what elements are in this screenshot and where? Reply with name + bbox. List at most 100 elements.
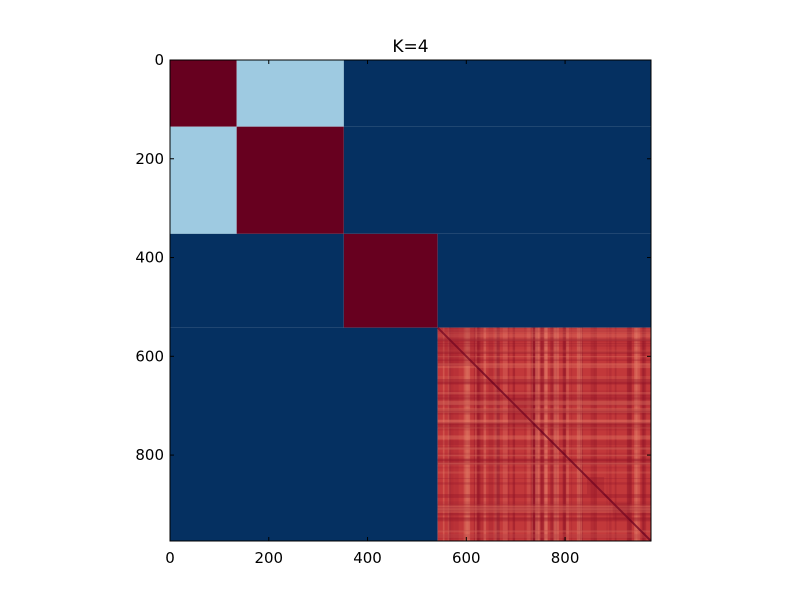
texture-stripe-v bbox=[464, 327, 469, 541]
texture-stripe-v bbox=[488, 327, 494, 541]
texture-stripe-h bbox=[437, 359, 651, 362]
texture-stripe-h bbox=[437, 459, 651, 462]
texture-stripe-v bbox=[454, 327, 459, 541]
y-tick-label: 400 bbox=[135, 249, 164, 267]
x-tick-label: 0 bbox=[165, 549, 175, 567]
texture-stripe-v bbox=[642, 327, 647, 541]
texture-stripe-v bbox=[477, 327, 480, 541]
texture-stripe-v bbox=[496, 327, 499, 541]
texture-stripe-v bbox=[641, 327, 644, 541]
heatmap-block-7 bbox=[343, 233, 438, 328]
texture-stripe-h bbox=[437, 338, 651, 341]
heatmap-block-8 bbox=[437, 233, 651, 328]
heatmap-block-2 bbox=[343, 60, 651, 127]
texture-stripe-v bbox=[448, 327, 452, 541]
texture-stripe-v bbox=[464, 327, 469, 541]
texture-stripe-v bbox=[480, 327, 484, 541]
x-tick-label: 800 bbox=[551, 549, 580, 567]
texture-stripe-v bbox=[533, 327, 538, 541]
texture-stripe-v bbox=[541, 327, 544, 541]
texture-subblock bbox=[437, 327, 477, 367]
texture-stripe-v bbox=[566, 327, 569, 541]
texture-stripe-h bbox=[437, 330, 651, 333]
texture-stripe-v bbox=[552, 327, 557, 541]
texture-stripe-h bbox=[437, 517, 651, 522]
texture-subblock bbox=[508, 398, 534, 424]
texture-stripe-h bbox=[437, 462, 651, 465]
texture-stripe-h bbox=[437, 435, 651, 440]
heatmap-block-1 bbox=[236, 60, 344, 127]
texture-stripe-v bbox=[642, 327, 646, 541]
texture-stripe-v bbox=[476, 327, 481, 541]
texture-stripe-v bbox=[635, 327, 640, 541]
texture-stripe-v bbox=[577, 327, 580, 541]
texture-stripe-v bbox=[474, 327, 479, 541]
texture-stripe-h bbox=[437, 394, 651, 399]
y-tick-label: 200 bbox=[135, 150, 164, 168]
texture-stripe-h bbox=[437, 533, 651, 538]
texture-stripe-v bbox=[495, 327, 500, 541]
texture-stripe-v bbox=[502, 327, 508, 541]
texture-stripe-h bbox=[437, 391, 651, 395]
texture-stripe-h bbox=[437, 427, 651, 431]
texture-stripe-v bbox=[466, 327, 471, 541]
texture-stripe-h bbox=[437, 447, 651, 450]
texture-stripe-v bbox=[494, 327, 500, 541]
texture-stripe-v bbox=[466, 327, 469, 541]
texture-stripe-h bbox=[437, 408, 651, 411]
texture-stripe-h bbox=[437, 534, 651, 539]
texture-stripe-h bbox=[437, 503, 651, 508]
texture-stripe-h bbox=[437, 423, 651, 429]
y-tick-label: 600 bbox=[135, 347, 164, 365]
texture-stripe-h bbox=[437, 426, 651, 429]
texture-stripe-v bbox=[576, 327, 580, 541]
texture-stripe-v bbox=[590, 327, 595, 541]
texture-stripe-h bbox=[437, 331, 651, 335]
heatmap-block-3 bbox=[170, 126, 237, 234]
texture-stripe-v bbox=[442, 327, 445, 541]
diagonal-line bbox=[436, 326, 652, 542]
heatmap-block-0 bbox=[170, 60, 237, 127]
texture-stripe-h bbox=[437, 379, 651, 383]
texture-stripe-v bbox=[554, 327, 557, 541]
texture-stripe-v bbox=[535, 327, 541, 541]
texture-stripe-v bbox=[475, 327, 477, 541]
texture-stripe-h bbox=[437, 339, 651, 342]
texture-stripe-h bbox=[437, 400, 651, 402]
texture-stripe-h bbox=[437, 530, 651, 533]
heatmap-block-4 bbox=[236, 126, 344, 234]
texture-stripe-h bbox=[437, 376, 651, 380]
texture-stripe-h bbox=[437, 530, 651, 532]
texture-stripe-v bbox=[578, 327, 582, 541]
texture-stripe-v bbox=[451, 327, 454, 541]
texture-stripe-h bbox=[437, 333, 651, 338]
texture-stripe-h bbox=[437, 378, 651, 384]
texture-stripe-v bbox=[614, 327, 617, 541]
texture-stripe-v bbox=[628, 327, 632, 541]
texture-stripe-h bbox=[437, 363, 651, 365]
texture-stripe-v bbox=[463, 327, 467, 541]
texture-stripe-v bbox=[578, 327, 580, 541]
texture-stripe-h bbox=[437, 349, 651, 353]
texture-stripe-h bbox=[437, 390, 651, 396]
texture-stripe-h bbox=[437, 422, 651, 426]
texture-stripe-h bbox=[437, 342, 651, 345]
texture-stripe-h bbox=[437, 517, 651, 520]
texture-stripe-h bbox=[437, 458, 651, 462]
texture-stripe-h bbox=[437, 426, 651, 429]
plot-frame bbox=[169, 59, 652, 542]
texture-stripe-h bbox=[437, 504, 651, 510]
x-tick-label: 600 bbox=[452, 549, 481, 567]
texture-stripe-h bbox=[437, 336, 651, 342]
texture-subblock bbox=[586, 476, 605, 495]
texture-stripe-v bbox=[570, 327, 573, 541]
texture-stripe-h bbox=[437, 397, 651, 401]
texture-stripe-h bbox=[437, 404, 651, 407]
texture-stripe-h bbox=[437, 452, 651, 457]
texture-stripe-v bbox=[527, 327, 531, 541]
texture-stripe-v bbox=[531, 327, 533, 541]
heatmap-block-5 bbox=[343, 126, 651, 234]
texture-stripe-h bbox=[437, 505, 651, 510]
texture-stripe-v bbox=[483, 327, 487, 541]
